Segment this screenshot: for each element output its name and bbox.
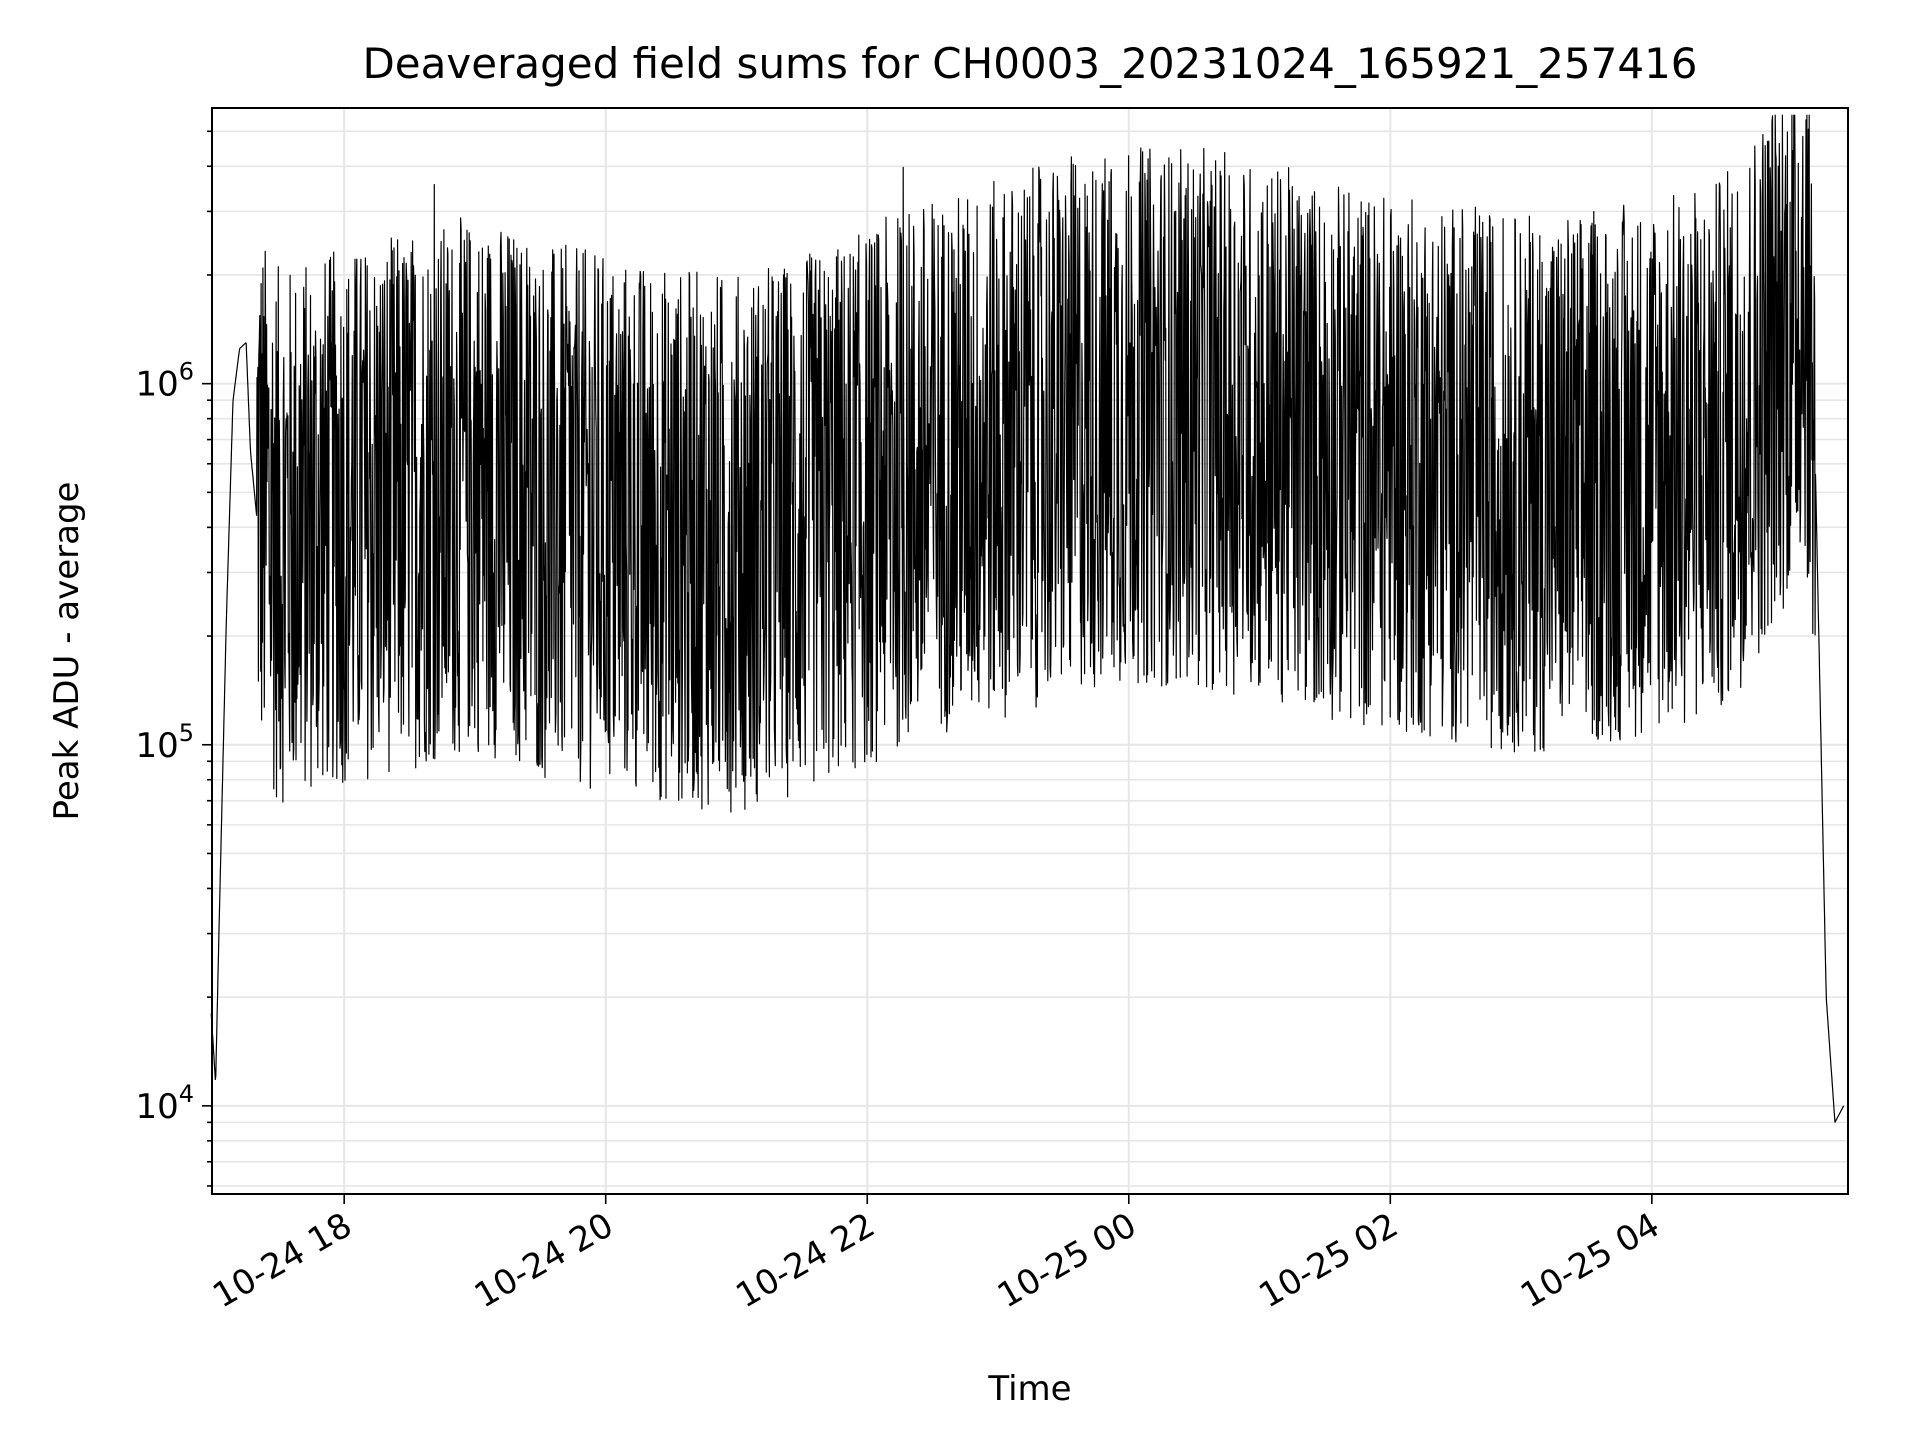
y-tick-label-base: 10 — [135, 726, 178, 766]
y-axis-label: Peak ADU - average — [47, 482, 87, 821]
data-layer — [210, 114, 1845, 1123]
chart-title: Deaveraged field sums for CH0003_2023102… — [362, 39, 1697, 88]
x-axis-label: Time — [987, 1369, 1071, 1409]
y-tick-label-base: 10 — [135, 365, 178, 405]
y-tick-label-exponent: 5 — [179, 719, 194, 747]
series-line — [210, 114, 1845, 1123]
y-tick-label-exponent: 6 — [179, 358, 194, 386]
y-tick-label: 105 — [135, 719, 194, 766]
y-tick-label-exponent: 4 — [179, 1080, 194, 1108]
y-tick-label: 104 — [135, 1080, 194, 1127]
y-tick-label: 106 — [135, 358, 194, 405]
y-tick-label-base: 10 — [135, 1087, 178, 1127]
plot-frame — [211, 107, 1849, 1195]
